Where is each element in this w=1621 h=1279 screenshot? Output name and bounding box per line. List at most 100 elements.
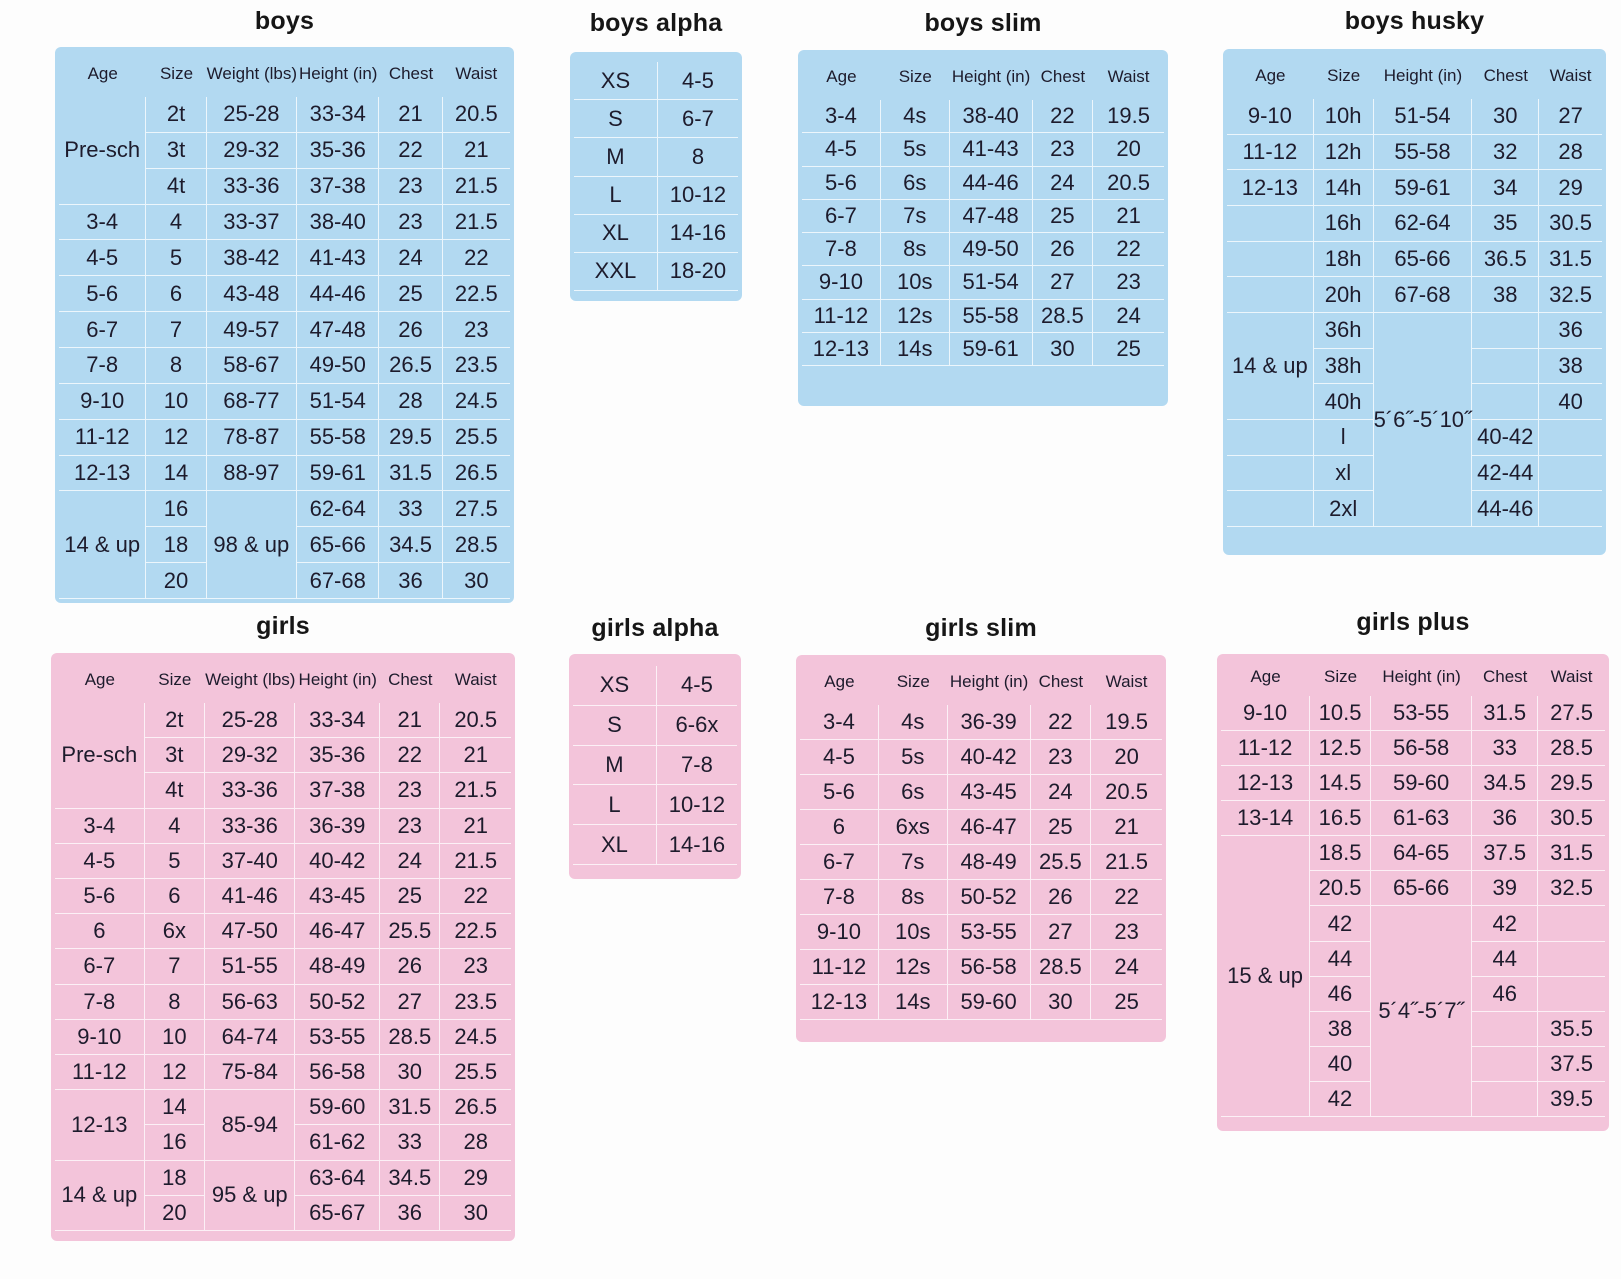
column-header: Size	[896, 672, 930, 691]
cell: 25	[380, 879, 441, 915]
cell: 30	[440, 1196, 511, 1231]
cell: 38-40	[949, 100, 1033, 134]
cell: 10	[146, 383, 207, 420]
cell: 33	[1472, 731, 1539, 767]
cell: 14s	[878, 985, 948, 1020]
cell: 22.5	[442, 276, 510, 313]
cell: 25.5	[440, 1055, 511, 1091]
cell: 40	[1539, 384, 1602, 420]
cell: 58-67	[206, 348, 298, 384]
cell: 62-64	[1373, 206, 1473, 242]
cell: 25	[379, 276, 443, 313]
cell: 46-47	[947, 810, 1031, 845]
size-table: XS 4-5 S 6-7 M 8 L 10-12 XL 14-16 XXL 18-20	[570, 52, 742, 301]
cell: 26	[1032, 233, 1094, 267]
cell: 26.5	[379, 348, 443, 384]
cell: 51-54	[297, 383, 380, 420]
column-header: Size	[158, 670, 192, 689]
cell: 47-48	[949, 199, 1033, 233]
cell: 29-32	[206, 132, 298, 169]
cell: 59-60	[1370, 766, 1473, 802]
cell: 26.5	[440, 1090, 511, 1126]
table-title: boys husky	[1344, 7, 1485, 35]
cell: 34.5	[380, 1160, 441, 1196]
cell: 19.5	[1093, 100, 1164, 134]
cell: 33-36	[205, 773, 296, 809]
cell	[1472, 1081, 1539, 1117]
column-header: Age	[84, 670, 115, 689]
cell: 24.5	[442, 384, 510, 420]
cell: 30	[1030, 985, 1092, 1020]
cell: 12-13	[1221, 766, 1311, 802]
column-header: Waist	[454, 670, 497, 689]
table-title: girls	[256, 612, 310, 640]
cell: 46	[1472, 976, 1539, 1012]
cell: 28.5	[380, 1019, 441, 1055]
cell: 20	[146, 563, 207, 599]
cell: 46	[1310, 976, 1371, 1012]
cell: 48-49	[295, 949, 381, 985]
cell: 44	[1472, 941, 1539, 977]
cell: 30	[380, 1055, 441, 1091]
cell: 22	[440, 879, 511, 915]
column-header: Size	[1324, 667, 1358, 686]
cell: 3-4	[800, 705, 879, 740]
cell: 12h	[1313, 134, 1374, 171]
cell: 7-8	[656, 746, 737, 786]
cell: 26	[379, 312, 443, 348]
cell: 38	[1539, 349, 1602, 385]
column-header: Height (in)	[1382, 667, 1461, 686]
table-title: girls plus	[1356, 608, 1470, 636]
cell: 65-66	[1370, 871, 1473, 907]
column-header: Height (in)	[298, 670, 377, 689]
cell	[1472, 1046, 1539, 1082]
cell: 30	[1472, 99, 1540, 135]
cell: 12	[144, 1055, 206, 1091]
size-table: Age Size Height (in) Chest Waist 3-4 4s 36-39 22…	[796, 655, 1166, 1042]
cell: 2t	[144, 703, 206, 739]
cell: XS	[573, 666, 657, 706]
cell: 27	[380, 984, 441, 1020]
cell: 25	[1093, 333, 1164, 366]
cell: 22.5	[440, 914, 511, 950]
cell: 24.5	[440, 1020, 511, 1055]
cell: 7s	[880, 199, 950, 233]
cell: 61-62	[295, 1125, 381, 1161]
cell: 8s	[878, 880, 948, 915]
cell	[1472, 313, 1540, 349]
cell: 68-77	[206, 383, 298, 420]
cell: 38h	[1313, 348, 1374, 385]
cell: 78-87	[206, 419, 298, 456]
cell: xl	[1313, 455, 1374, 492]
cell: 20	[144, 1195, 206, 1231]
column-header: Chest	[1040, 67, 1086, 86]
column-header: Age	[826, 67, 857, 86]
cell: M	[573, 745, 657, 786]
cell: 11-12	[1221, 731, 1311, 767]
cell: 50-52	[947, 880, 1031, 915]
cell: 21	[1093, 200, 1164, 233]
cell: 41-46	[205, 879, 296, 915]
cell: 20.5	[440, 703, 511, 739]
cell: 24	[1030, 775, 1092, 810]
cell: 3t	[144, 738, 206, 774]
cell	[1227, 277, 1314, 313]
cell: 47-48	[297, 312, 380, 348]
cell: 23	[380, 808, 441, 844]
cell: 53-55	[947, 915, 1031, 950]
cell: 27	[1030, 915, 1092, 950]
cell: 55-58	[1373, 134, 1473, 171]
column-header: Size	[898, 67, 932, 86]
cell: 16	[146, 491, 207, 528]
cell: 40-42	[1472, 420, 1540, 456]
cell: 9-10	[1227, 99, 1314, 135]
cell: 48-49	[947, 845, 1031, 880]
cell: 38-40	[297, 204, 380, 241]
size-table: XS 4-5 S 6-6x M 7-8 L 10-12 XL 14-16	[569, 654, 741, 879]
cell: 7-8	[59, 348, 147, 384]
cell: 27	[1032, 266, 1094, 300]
column-header: Size	[159, 64, 194, 83]
cell: 10s	[880, 266, 950, 300]
cell: 12	[146, 419, 207, 456]
